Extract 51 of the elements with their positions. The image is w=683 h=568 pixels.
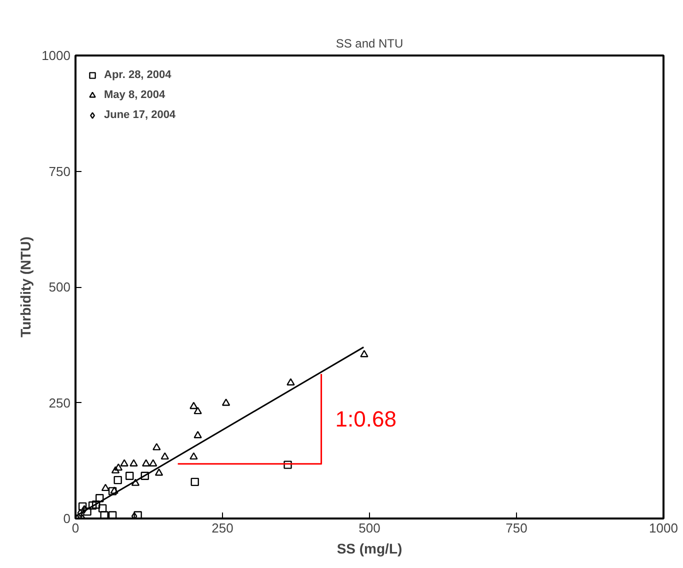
point <box>111 466 120 474</box>
annotation: 1:0.68 <box>335 406 396 432</box>
point <box>130 459 138 466</box>
point <box>194 430 202 438</box>
point <box>98 504 107 512</box>
legend-label: May 8, 2004 <box>104 89 166 101</box>
x-tick-label: 1000 <box>649 520 678 536</box>
point <box>96 494 104 502</box>
point <box>360 350 368 358</box>
point <box>100 511 108 518</box>
point <box>83 507 92 516</box>
point <box>88 501 97 510</box>
point <box>125 472 134 480</box>
point <box>160 452 169 460</box>
point <box>110 486 118 494</box>
point <box>114 476 122 484</box>
legend-label: June 17, 2004 <box>104 109 176 121</box>
point <box>108 511 117 518</box>
point <box>190 402 198 410</box>
y-tick-label: 750 <box>48 164 71 179</box>
point <box>190 452 198 460</box>
point <box>222 398 230 406</box>
y-tick-label: 1000 <box>42 48 70 63</box>
point <box>78 502 87 511</box>
point <box>92 500 100 509</box>
point <box>134 511 142 518</box>
y-axis-title: Turbidity (NTU) <box>18 236 34 338</box>
y-tick-label: 250 <box>48 395 71 410</box>
y-tick-label: 500 <box>48 280 71 294</box>
point <box>120 459 128 466</box>
x-tick-label: 750 <box>506 520 528 536</box>
point <box>142 459 150 466</box>
legend-label: Apr. 28, 2004 <box>104 69 172 81</box>
x-tick-label: 250 <box>212 520 234 536</box>
x-tick-label: 500 <box>358 520 380 536</box>
point <box>77 508 84 518</box>
chart-title: SS and NTU <box>336 36 404 50</box>
point <box>154 468 164 476</box>
point <box>81 505 88 514</box>
x-axis-title: SS (mg/L) <box>336 540 402 556</box>
point <box>286 378 295 386</box>
point <box>284 460 292 469</box>
point <box>149 459 158 466</box>
point <box>108 487 117 496</box>
point <box>152 443 161 450</box>
point <box>131 478 140 486</box>
y-tick-label: 0 <box>63 511 71 526</box>
point <box>140 472 149 480</box>
point <box>194 406 202 414</box>
point <box>190 478 199 486</box>
point <box>114 463 123 471</box>
